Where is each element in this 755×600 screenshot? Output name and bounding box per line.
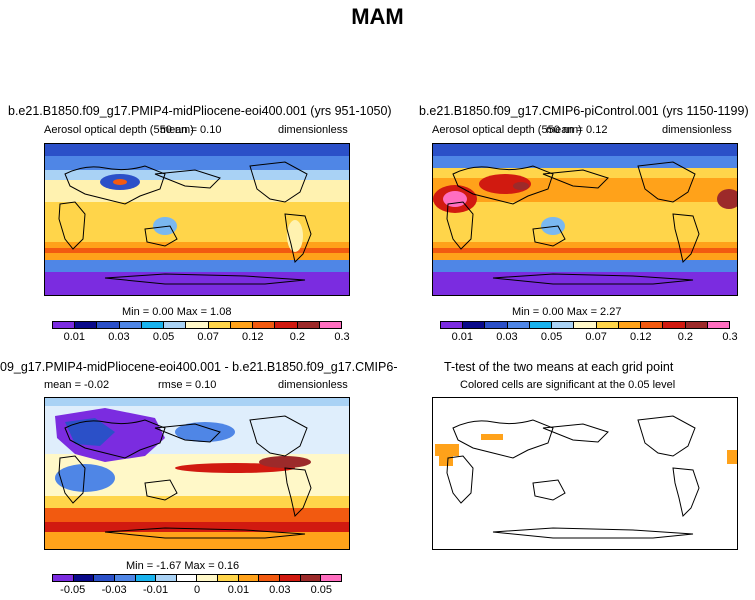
colorbar-swatch [135,575,157,581]
panel2-map [432,143,738,296]
colorbar-swatch [53,575,74,581]
colorbar-tick-label: 0.05 [310,584,332,596]
colorbar-swatch [230,322,254,328]
colorbar-swatch [176,575,198,581]
colorbar-swatch [685,322,708,328]
colorbar-swatch [596,322,619,328]
colorbar-swatch [208,322,231,328]
panel3-map [44,397,350,550]
colorbar-swatch [321,575,341,581]
panel2-units-label: dimensionless [662,124,732,136]
colorbar-tick-label: -0.05 [60,584,86,596]
colorbar-tick-label: 0.2 [677,331,694,343]
colorbar-tick-label: -0.01 [143,584,169,596]
colorbar-swatch [552,322,575,328]
colorbar-swatch [280,575,301,581]
colorbar-tick-label: -0.03 [101,584,127,596]
colorbar-swatch [218,575,239,581]
colorbar-tick-label: 0.07 [197,331,219,343]
colorbar-tick-label: 0 [193,584,201,596]
panel1-mean-label: mean = 0.10 [160,124,222,136]
colorbar-swatch [641,322,664,328]
colorbar-swatch [75,322,98,328]
colorbar-swatch [259,575,281,581]
colorbar-swatch [507,322,530,328]
colorbar-swatch [119,322,142,328]
colorbar-swatch [463,322,486,328]
colorbar-tick-label: 0.05 [540,331,563,343]
colorbar-tick-label: 0.03 [108,331,130,343]
colorbar-swatch [141,322,165,328]
colorbar-tick-label: 0.01 [451,331,474,343]
colorbar-swatch [297,322,320,328]
panel2-title: b.e21.B1850.f09_g17.CMIP6-piControl.001 … [419,104,749,118]
panel3-units-label: dimensionless [278,379,348,391]
colorbar-tick-label: 0.2 [289,331,306,343]
colorbar-swatch [529,322,553,328]
panel2-mean-label: mean = 0.12 [546,124,608,136]
colorbar-tick-label: 0.03 [269,584,291,596]
colorbar-swatch [275,322,298,328]
colorbar-tick-label: 0.12 [242,331,264,343]
colorbar-tick-label: 0.03 [496,331,518,343]
colorbar-swatch [441,322,464,328]
colorbar-swatch [574,322,597,328]
panel1-units-label: dimensionless [278,124,348,136]
panel2-variable-label: Aerosol optical depth (550 nm) [432,124,582,136]
colorbar-swatch [319,322,342,328]
figure-title: MAM [351,4,404,29]
colorbar-swatch [97,322,120,328]
panel2-colorbar: 0.01 0.03 0.05 0.07 0.12 0.2 0.3 [440,321,738,343]
panel1-colorbar: 0.01 0.03 0.05 0.07 0.12 0.2 0.3 [52,321,350,343]
panel3-mean-label: mean = -0.02 [44,379,110,391]
panel3-colorbar: -0.05 -0.03 -0.01 0 0.01 0.03 0.05 [52,574,342,596]
colorbar-tick-label: 0.01 [63,331,86,343]
panel2-minmax: Min = 0.00 Max = 2.27 [512,306,622,318]
colorbar-swatch [485,322,508,328]
panel3-rmse-label: rmse = 0.10 [158,379,217,391]
colorbar-swatch [186,322,209,328]
colorbar-swatch [300,575,322,581]
colorbar-tick-label: 0.3 [334,331,350,343]
colorbar-swatch [94,575,115,581]
colorbar-tick-label: 0.05 [152,331,175,343]
panel1-map [44,143,350,296]
colorbar-swatch [164,322,187,328]
panel4-subtitle: Colored cells are significant at the 0.0… [460,379,676,391]
colorbar-swatch [197,575,219,581]
colorbar-swatch [618,322,642,328]
panel4-title: T-test of the two means at each grid poi… [444,360,674,374]
panel1-title: b.e21.B1850.f09_g17.PMIP4-midPliocene-eo… [8,104,392,118]
panel1-minmax: Min = 0.00 Max = 1.08 [122,306,232,318]
panel3-title: 09_g17.PMIP4-midPliocene-eoi400.001 - b.… [0,360,398,374]
colorbar-swatch [53,322,76,328]
colorbar-swatch [73,575,95,581]
colorbar-swatch [663,322,686,328]
colorbar-tick-label: 0.3 [722,331,738,343]
panel1-variable-label: Aerosol optical depth (550 nm) [44,124,194,136]
colorbar-swatch [253,322,276,328]
panel3-minmax: Min = -1.67 Max = 0.16 [126,560,240,572]
panel4-map [432,397,738,550]
colorbar-tick-label: 0.12 [630,331,652,343]
colorbar-tick-label: 0.07 [585,331,607,343]
colorbar-swatch [238,575,260,581]
colorbar-swatch [156,575,177,581]
colorbar-tick-label: 0.01 [227,584,250,596]
colorbar-swatch [114,575,136,581]
colorbar-swatch [707,322,730,328]
